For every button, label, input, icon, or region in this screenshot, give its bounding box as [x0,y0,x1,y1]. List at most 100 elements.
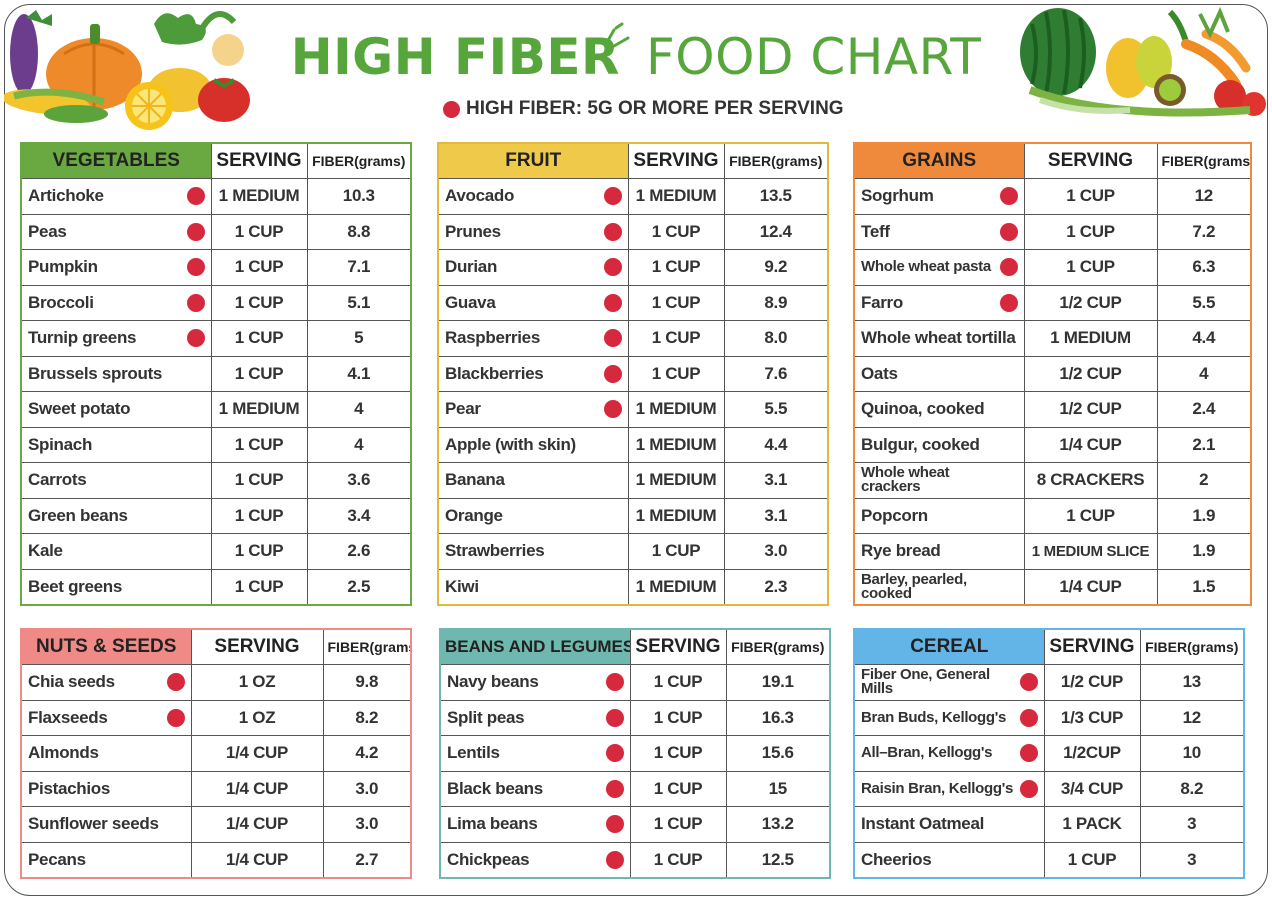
table-row: Black beans 1 CUP 15 [439,770,831,807]
fiber-grams: 3.6 [306,462,412,499]
high-fiber-dot-icon [603,364,622,383]
high-fiber-dot-icon [605,850,624,869]
food-name: Banana [437,462,629,499]
food-name: Kiwi [437,568,629,605]
fiber-grams: 9.2 [723,249,829,286]
food-name: Beet greens [20,568,212,605]
serving-header: SERVING [629,628,727,665]
high-fiber-dot-icon [603,222,622,241]
fiber-grams: 8.0 [723,320,829,357]
food-name-text: Cheerios [861,849,932,869]
fiber-grams: 8.2 [322,699,412,736]
food-name: Guava [437,284,629,321]
food-name: Raisin Bran, Kellogg's [853,770,1045,807]
food-name-text: Black beans [447,778,543,798]
fiber-grams: 16.3 [725,699,831,736]
food-name-text: Barley, pearled, cooked [861,570,967,602]
fiber-grams: 3 [1139,841,1245,878]
serving-size: 1/4 CUP [190,806,324,843]
fiber-grams: 2.3 [723,568,829,605]
table-row: Raspberries 1 CUP 8.0 [437,320,829,357]
fiber-header: FIBER(grams) [723,142,829,179]
fiber-header: FIBER(grams) [322,628,412,665]
food-name-text: Raisin Bran, Kellogg's [861,779,1013,797]
serving-size: 8 CRACKERS [1023,462,1158,499]
table-row: Strawberries 1 CUP 3.0 [437,533,829,570]
table-row: Guava 1 CUP 8.9 [437,284,829,321]
fiber-grams: 4 [1156,355,1252,392]
fiber-grams: 3.0 [723,533,829,570]
serving-size: 1 CUP [629,770,727,807]
fiber-header: FIBER(grams) [725,628,831,665]
food-name-text: Flaxseeds [28,707,108,727]
food-name: Sweet potato [20,391,212,428]
serving-size: 1 CUP [627,533,725,570]
fiber-header: FIBER(grams) [1139,628,1245,665]
vegetables-table: VEGETABLES SERVING FIBER(grams) Artichoke 1 … [20,142,412,606]
high-fiber-dot-icon [999,222,1018,241]
serving-size: 1 CUP [629,664,727,701]
high-fiber-dot-icon [999,258,1018,277]
high-fiber-dot-icon [186,329,205,348]
food-name: Pumpkin [20,249,212,286]
food-name: Carrots [20,462,212,499]
food-name-text: Kiwi [445,576,479,596]
food-name: All–Bran, Kellogg's [853,735,1045,772]
serving-size: 1 CUP [1023,497,1158,534]
fiber-grams: 1.9 [1156,497,1252,534]
fiber-grams: 3.0 [322,770,412,807]
serving-size: 1 CUP [210,213,308,250]
title-accent-icon [604,22,630,48]
serving-size: 1 MEDIUM [627,178,725,215]
serving-size: 1 CUP [629,735,727,772]
table-row: Farro 1/2 CUP 5.5 [853,284,1252,321]
fiber-grams: 2 [1156,462,1252,499]
fiber-grams: 3.0 [322,806,412,843]
serving-size: 1 MEDIUM [627,426,725,463]
food-name: Navy beans [439,664,631,701]
high-fiber-dot-icon [603,187,622,206]
table-row: Sunflower seeds 1/4 CUP 3.0 [20,806,412,843]
fiber-grams: 4 [306,391,412,428]
fiber-grams: 3.4 [306,497,412,534]
fiber-grams: 12 [1139,699,1245,736]
food-name-text: Whole wheat tortilla [861,328,1016,348]
serving-size: 1 PACK [1043,806,1141,843]
serving-size: 1 CUP [627,284,725,321]
food-name: Sunflower seeds [20,806,192,843]
table-row: All–Bran, Kellogg's 1/2CUP 10 [853,735,1245,772]
high-fiber-dot-icon [605,708,624,727]
legend: HIGH FIBER: 5G OR MORE PER SERVING [443,98,844,120]
high-fiber-dot-icon [186,258,205,277]
food-name: Blackberries [437,355,629,392]
serving-size: 1 OZ [190,699,324,736]
table-row: Green beans 1 CUP 3.4 [20,497,412,534]
food-name-text: Instant Oatmeal [861,814,985,834]
fiber-grams: 3 [1139,806,1245,843]
fiber-grams: 12 [1156,178,1252,215]
food-name-text: Pear [445,399,481,419]
serving-size: 1 CUP [1043,841,1141,878]
table-row: Orange 1 MEDIUM 3.1 [437,497,829,534]
food-name: Flaxseeds [20,699,192,736]
fiber-grams: 2.4 [1156,391,1252,428]
cereal-header: CEREAL [853,628,1045,665]
high-fiber-dot-icon [603,293,622,312]
food-name-text: Farro [861,292,903,312]
fiber-grams: 12.4 [723,213,829,250]
serving-size: 1 CUP [627,249,725,286]
food-name: Almonds [20,735,192,772]
food-name: Teff [853,213,1025,250]
cereal-table: CEREAL SERVING FIBER(grams) Fiber One, Gene… [853,628,1245,879]
food-name: Kale [20,533,212,570]
table-row: Carrots 1 CUP 3.6 [20,462,412,499]
food-name-text: Sogrhum [861,186,934,206]
food-name-text: Prunes [445,221,501,241]
food-name-text: Quinoa, cooked [861,399,985,419]
table-row: Quinoa, cooked 1/2 CUP 2.4 [853,391,1252,428]
high-fiber-dot-icon [186,293,205,312]
table-row: Avocado 1 MEDIUM 13.5 [437,178,829,215]
nuts-header: NUTS & SEEDS [20,628,192,665]
fiber-grams: 9.8 [322,664,412,701]
legend-text: HIGH FIBER: 5G OR MORE PER SERVING [466,98,844,119]
